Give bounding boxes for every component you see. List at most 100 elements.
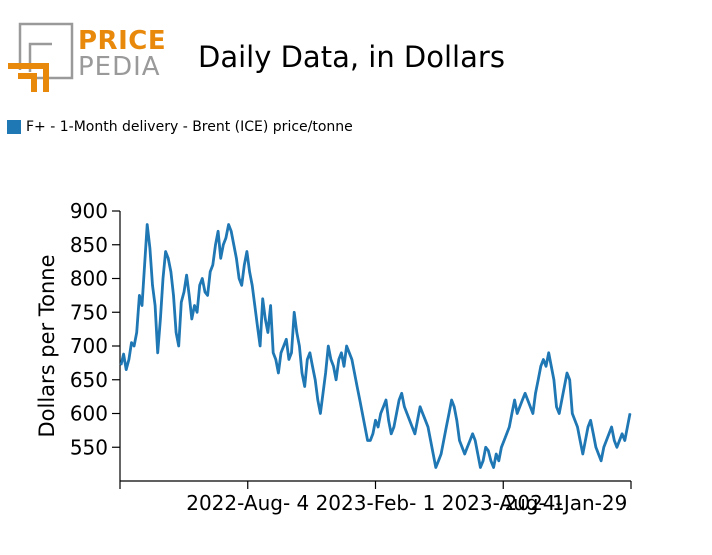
data-point <box>521 399 524 401</box>
data-point <box>542 358 545 361</box>
data-point <box>477 453 479 455</box>
y-tick-label: 850 <box>70 233 108 257</box>
data-point <box>545 365 547 367</box>
data-point <box>304 385 306 388</box>
data-point <box>167 257 169 259</box>
data-point <box>259 345 261 347</box>
logo-mark <box>8 22 74 92</box>
data-point <box>272 352 274 354</box>
data-point <box>130 342 133 344</box>
data-point <box>440 453 442 455</box>
x-tick-label: 2023-Feb- 1 <box>316 491 436 515</box>
data-point <box>199 284 201 286</box>
data-point <box>403 406 405 408</box>
data-point <box>243 264 245 266</box>
data-point <box>120 364 122 366</box>
y-tick-label: 600 <box>70 402 108 426</box>
y-tick-label: 800 <box>70 267 108 291</box>
data-point <box>183 291 185 293</box>
data-point <box>443 439 445 442</box>
data-point <box>149 247 151 249</box>
data-point <box>616 446 618 448</box>
data-point <box>225 237 227 239</box>
data-point <box>322 392 324 394</box>
data-point <box>353 372 356 374</box>
data-point <box>212 264 214 266</box>
data-point <box>605 439 608 442</box>
data-point <box>519 406 521 408</box>
data-point <box>569 379 571 381</box>
y-tick-label: 750 <box>70 300 108 324</box>
y-axis-title: Dollars per Tonne <box>35 254 59 437</box>
data-point <box>600 460 602 462</box>
data-point <box>175 331 177 334</box>
data-point <box>437 460 440 462</box>
series-line <box>119 223 632 469</box>
data-point <box>125 369 127 371</box>
data-point <box>534 392 537 394</box>
data-point <box>558 412 560 415</box>
data-point <box>290 352 293 354</box>
data-point <box>472 433 474 435</box>
data-point <box>293 311 295 313</box>
data-point <box>285 338 287 340</box>
data-point <box>613 439 615 442</box>
data-point <box>311 365 314 367</box>
data-point <box>128 358 130 361</box>
data-point <box>254 304 256 307</box>
data-point <box>359 399 361 401</box>
data-point <box>180 301 182 303</box>
data-point <box>188 294 190 296</box>
data-point <box>529 406 531 408</box>
data-point <box>419 406 421 408</box>
data-point <box>527 399 529 401</box>
data-point <box>246 250 248 253</box>
data-point <box>204 291 206 293</box>
data-point <box>561 399 563 401</box>
data-point <box>277 372 279 374</box>
data-point <box>157 352 159 354</box>
data-point <box>474 439 476 442</box>
data-point <box>317 399 319 401</box>
data-point <box>532 412 534 415</box>
x-tick-label: 2023-Aug- 1 <box>442 491 565 515</box>
data-point <box>340 352 342 354</box>
data-point <box>603 446 605 448</box>
y-tick-label: 650 <box>70 368 108 392</box>
data-point <box>451 399 453 401</box>
data-point <box>516 412 518 415</box>
data-point <box>309 352 311 354</box>
data-point <box>262 298 264 300</box>
data-point <box>584 439 587 442</box>
data-point <box>270 304 272 307</box>
data-point <box>146 223 148 226</box>
data-point <box>382 406 384 408</box>
data-point <box>393 426 395 428</box>
data-point <box>592 433 594 435</box>
data-point <box>453 406 455 408</box>
data-point <box>369 439 371 442</box>
data-point <box>579 439 581 442</box>
y-tick-label: 550 <box>70 435 108 459</box>
data-point <box>280 352 282 354</box>
data-point <box>249 271 251 273</box>
data-point <box>214 244 217 246</box>
data-point <box>506 433 508 435</box>
data-point <box>136 331 138 334</box>
data-point <box>448 412 450 415</box>
data-point <box>361 412 363 415</box>
data-point <box>566 372 568 374</box>
data-point <box>367 439 369 442</box>
data-point <box>395 412 398 415</box>
data-point <box>178 345 180 347</box>
data-point <box>374 419 377 421</box>
y-tick-label: 900 <box>70 199 108 223</box>
data-point <box>138 294 140 296</box>
data-point <box>514 399 516 401</box>
data-point <box>466 446 468 448</box>
data-point <box>327 345 329 347</box>
data-point <box>590 419 592 421</box>
data-point <box>495 453 497 455</box>
data-point <box>540 365 542 367</box>
